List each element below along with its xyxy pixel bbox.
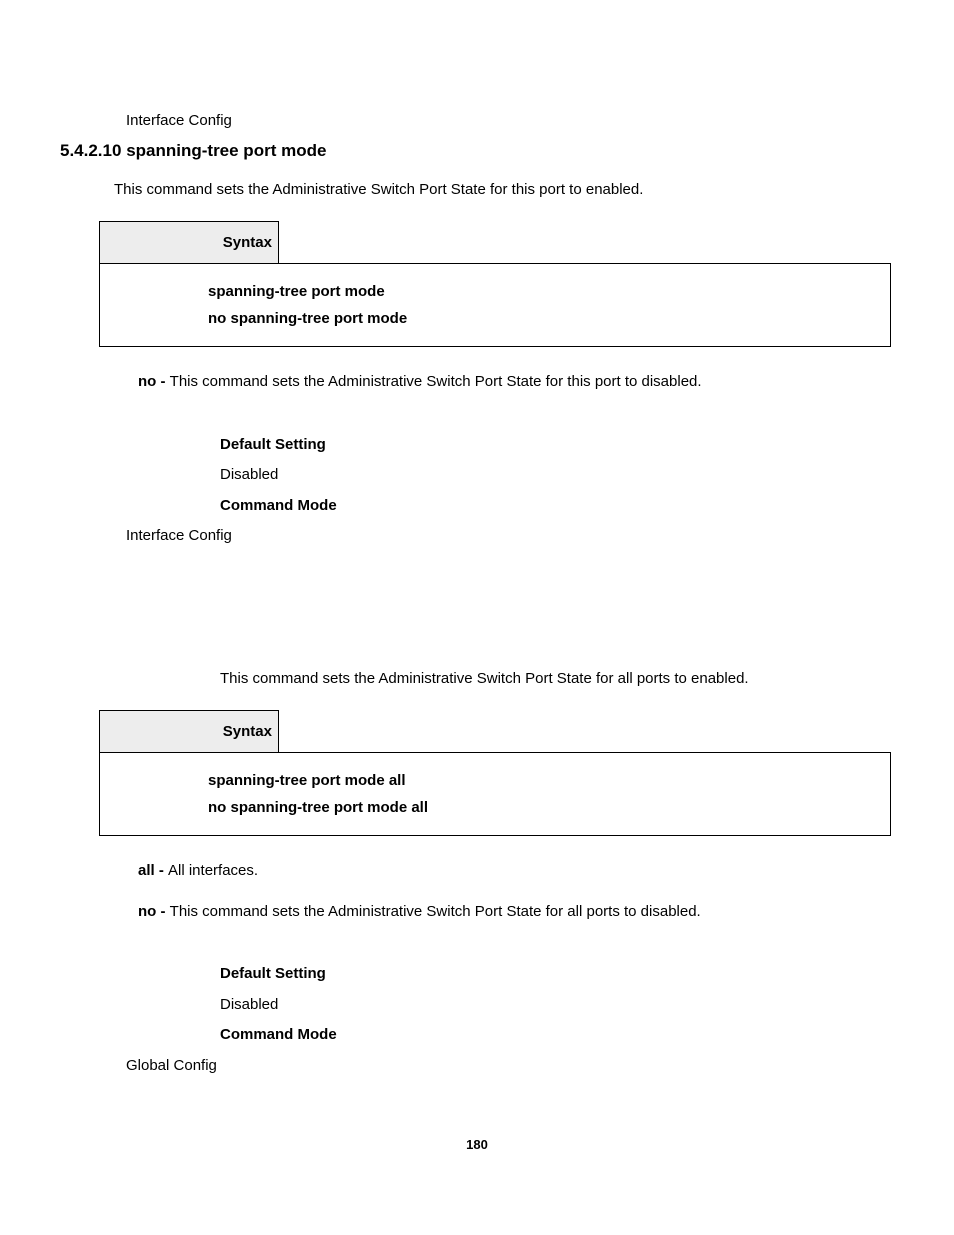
section2-all-desc: all - All interfaces.: [138, 860, 894, 883]
syntax-line-2b: no spanning-tree port mode all: [208, 794, 880, 821]
section-heading-1: 5.4.2.10 spanning-tree port mode: [60, 141, 894, 161]
syntax-line-1b: no spanning-tree port mode: [208, 305, 880, 332]
syntax-spacer: [279, 222, 891, 264]
section-number: 5.4.2.10: [60, 141, 121, 160]
page-number: 180: [60, 1137, 894, 1152]
command-mode-value-1: Interface Config: [126, 525, 894, 548]
all-label: all -: [138, 862, 168, 879]
section-title: spanning-tree port mode: [126, 141, 326, 160]
syntax-body-1: spanning-tree port mode no spanning-tree…: [100, 264, 891, 347]
syntax-body-2: spanning-tree port mode all no spanning-…: [100, 753, 891, 836]
syntax-line-2a: spanning-tree port mode all: [208, 767, 880, 794]
default-setting-value-1: Disabled: [220, 464, 894, 487]
syntax-box-1: Syntax spanning-tree port mode no spanni…: [99, 221, 891, 347]
all-text: All interfaces.: [168, 862, 258, 879]
section2-no-desc: no - This command sets the Administrativ…: [138, 901, 894, 924]
default-setting-value-2: Disabled: [220, 994, 894, 1017]
section2-intro: This command sets the Administrative Swi…: [220, 668, 894, 691]
syntax-label-cell-2: Syntax: [100, 711, 279, 753]
syntax-label-cell: Syntax: [100, 222, 279, 264]
syntax-box-2: Syntax spanning-tree port mode all no sp…: [99, 710, 891, 836]
no-text-2: This command sets the Administrative Swi…: [170, 903, 701, 920]
no-label-2: no -: [138, 903, 170, 920]
default-setting-label-2: Default Setting: [220, 963, 894, 986]
syntax-spacer-2: [279, 711, 891, 753]
no-label: no -: [138, 373, 170, 390]
command-mode-value-2: Global Config: [126, 1055, 894, 1078]
command-mode-label-2: Command Mode: [220, 1024, 894, 1047]
command-mode-label-1: Command Mode: [220, 495, 894, 518]
no-text: This command sets the Administrative Swi…: [170, 373, 702, 390]
section1-intro: This command sets the Administrative Swi…: [114, 179, 894, 202]
default-setting-label-1: Default Setting: [220, 434, 894, 457]
document-page: Interface Config 5.4.2.10 spanning-tree …: [0, 0, 954, 1205]
section1-no-desc: no - This command sets the Administrativ…: [138, 371, 894, 394]
syntax-line-1a: spanning-tree port mode: [208, 278, 880, 305]
top-context-text: Interface Config: [126, 110, 894, 133]
